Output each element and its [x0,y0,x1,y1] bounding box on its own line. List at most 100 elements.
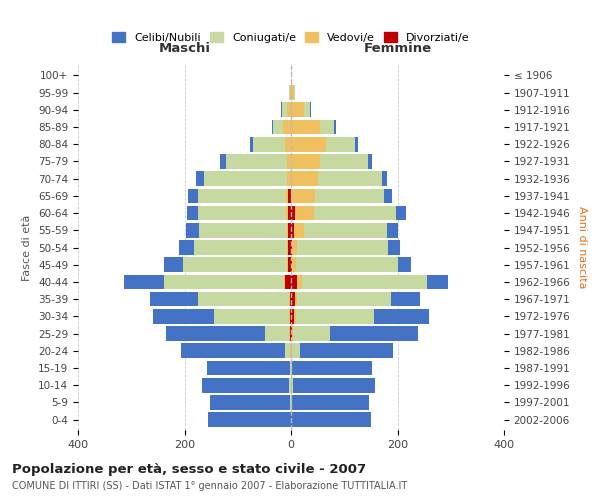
Bar [284,137,291,152]
Bar [298,274,302,289]
Bar [294,309,296,324]
Bar [295,206,314,220]
Legend: Celibi/Nubili, Coniugati/e, Vedovi/e, Divorziati/e: Celibi/Nubili, Coniugati/e, Vedovi/e, Di… [109,28,473,46]
Bar [287,258,288,272]
Bar [291,85,293,100]
Bar [427,274,448,289]
Bar [291,258,292,272]
Bar [289,240,291,255]
Bar [250,137,253,152]
Y-axis label: Fasce di età: Fasce di età [22,214,32,280]
Bar [388,240,400,255]
Bar [164,258,183,272]
Bar [194,240,287,255]
Bar [208,412,291,427]
Bar [382,172,387,186]
Bar [291,360,292,376]
Bar [291,395,292,410]
Bar [291,274,298,289]
Bar [283,120,291,134]
Bar [290,309,291,324]
Bar [290,360,291,376]
Bar [291,240,292,255]
Y-axis label: Anni di nascita: Anni di nascita [577,206,587,289]
Bar [199,206,286,220]
Bar [272,120,274,134]
Bar [290,395,291,410]
Bar [304,223,387,238]
Bar [302,274,427,289]
Bar [187,206,199,220]
Bar [181,344,284,358]
Bar [289,206,291,220]
Text: COMUNE DI ITTIRI (SS) - Dati ISTAT 1° gennaio 2007 - Elaborazione TUTTITALIA.IT: COMUNE DI ITTIRI (SS) - Dati ISTAT 1° ge… [12,481,407,491]
Bar [331,326,418,341]
Bar [286,188,289,203]
Bar [226,154,287,168]
Bar [291,120,320,134]
Bar [164,274,284,289]
Bar [291,412,371,427]
Bar [291,188,315,203]
Bar [290,292,291,306]
Bar [292,258,296,272]
Bar [204,172,287,186]
Bar [183,258,287,272]
Bar [274,120,283,134]
Bar [291,102,304,117]
Bar [320,120,334,134]
Bar [397,206,406,220]
Bar [220,154,226,168]
Text: Popolazione per età, sesso e stato civile - 2007: Popolazione per età, sesso e stato civil… [12,462,366,475]
Bar [290,326,291,341]
Bar [298,292,391,306]
Bar [291,309,294,324]
Bar [292,395,369,410]
Bar [287,102,291,117]
Bar [298,240,388,255]
Bar [151,292,199,306]
Text: Maschi: Maschi [158,42,211,54]
Bar [293,326,331,341]
Bar [287,154,291,168]
Bar [292,326,293,341]
Bar [290,344,291,358]
Bar [355,137,358,152]
Bar [253,137,284,152]
Bar [304,102,310,117]
Bar [291,326,292,341]
Bar [292,344,300,358]
Bar [291,172,317,186]
Bar [387,223,398,238]
Bar [186,223,199,238]
Bar [289,326,290,341]
Bar [289,223,291,238]
Bar [293,378,375,392]
Bar [300,344,393,358]
Bar [198,188,286,203]
Bar [289,309,290,324]
Bar [310,102,311,117]
Bar [291,154,320,168]
Bar [326,137,355,152]
Bar [314,206,397,220]
Bar [295,292,298,306]
Bar [289,378,291,392]
Bar [291,206,295,220]
Bar [289,292,290,306]
Bar [291,292,295,306]
Bar [292,360,372,376]
Bar [153,309,214,324]
Bar [214,309,289,324]
Bar [188,188,198,203]
Bar [315,188,384,203]
Bar [296,309,374,324]
Bar [291,223,293,238]
Bar [289,85,290,100]
Bar [317,172,382,186]
Bar [124,274,164,289]
Bar [391,292,420,306]
Bar [287,223,289,238]
Bar [288,258,291,272]
Bar [166,326,265,341]
